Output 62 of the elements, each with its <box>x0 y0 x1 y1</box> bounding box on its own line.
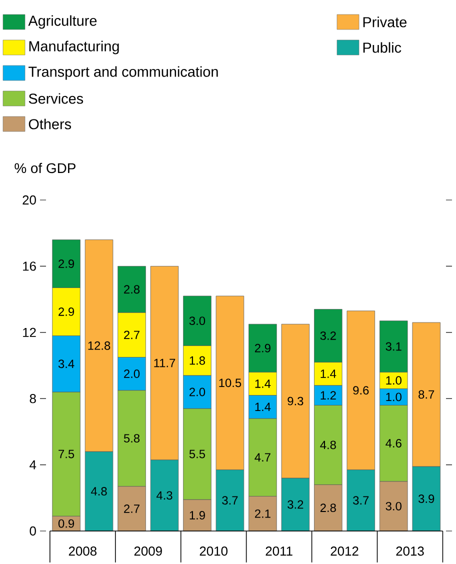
data-label: 2.8 <box>124 285 140 294</box>
data-label: 3.2 <box>288 500 304 509</box>
data-label: 2.8 <box>320 504 336 512</box>
legend-label: Public <box>363 42 402 53</box>
y-tick-label: 0 <box>30 526 36 536</box>
x-tick-label: 2011 <box>266 546 292 556</box>
y-tick-label: 4 <box>30 460 36 470</box>
y-tick-label: 20 <box>22 195 36 205</box>
data-label: 3.9 <box>418 494 434 503</box>
y-tick-label: 12 <box>23 328 36 337</box>
data-label: 1.0 <box>386 376 402 385</box>
x-tick-label: 2013 <box>396 546 424 556</box>
data-label: 3.7 <box>222 496 238 505</box>
data-label: 1.2 <box>320 391 336 400</box>
data-label: 2.0 <box>190 388 206 396</box>
data-label: 5.8 <box>124 434 140 443</box>
data-label: 1.4 <box>255 380 271 388</box>
data-label: 2.9 <box>58 259 74 268</box>
data-label: 8.7 <box>418 390 434 399</box>
y-axis-title: % of GDP <box>14 162 76 174</box>
data-label: 2.9 <box>58 307 74 316</box>
x-tick-label: 2009 <box>134 546 162 556</box>
data-label: 2.7 <box>124 504 140 513</box>
data-label: 4.3 <box>156 491 172 500</box>
data-label: 1.9 <box>190 511 205 520</box>
data-label: 4.8 <box>320 440 336 450</box>
legend-label: Others <box>28 118 72 130</box>
legend-label: Private <box>363 16 407 28</box>
data-label: 3.2 <box>320 331 336 340</box>
data-label: 1.4 <box>320 370 336 378</box>
data-label: 3.0 <box>189 316 206 326</box>
legend-label: Services <box>28 93 84 104</box>
data-label: 4.6 <box>386 439 402 448</box>
data-label: 2.9 <box>254 344 270 352</box>
data-label: 11.7 <box>154 358 176 368</box>
data-label: 3.0 <box>386 502 402 510</box>
data-label: 1.0 <box>386 392 402 402</box>
legend-label: Manufacturing <box>29 40 119 54</box>
data-label: 2.7 <box>124 330 140 340</box>
x-tick-label: 2008 <box>68 546 96 556</box>
data-label: 2.0 <box>124 370 140 378</box>
y-tick-label: 8 <box>30 394 36 404</box>
x-tick-label: 2012 <box>330 546 358 556</box>
legend-label: Agriculture <box>28 15 97 29</box>
data-label: 3.7 <box>353 496 369 505</box>
data-label: 1.4 <box>255 402 271 411</box>
data-label: 4.7 <box>254 453 270 462</box>
data-label: 9.6 <box>353 386 369 395</box>
data-label: 9.3 <box>288 396 304 406</box>
y-tick-label: 16 <box>23 262 36 271</box>
data-label: 1.8 <box>190 356 206 365</box>
data-label: 2.1 <box>254 509 270 518</box>
data-label: 3.4 <box>58 360 74 368</box>
data-label: 3.1 <box>386 342 402 351</box>
data-label: 5.5 <box>189 450 206 458</box>
data-label: 7.5 <box>58 450 74 458</box>
data-label: 4.8 <box>91 487 107 496</box>
data-label: 10.5 <box>219 378 242 388</box>
data-label: 0.9 <box>58 519 74 528</box>
data-label: 12.8 <box>88 341 110 350</box>
legend-label: Transport and communication <box>28 66 218 80</box>
x-tick-label: 2010 <box>200 546 228 556</box>
